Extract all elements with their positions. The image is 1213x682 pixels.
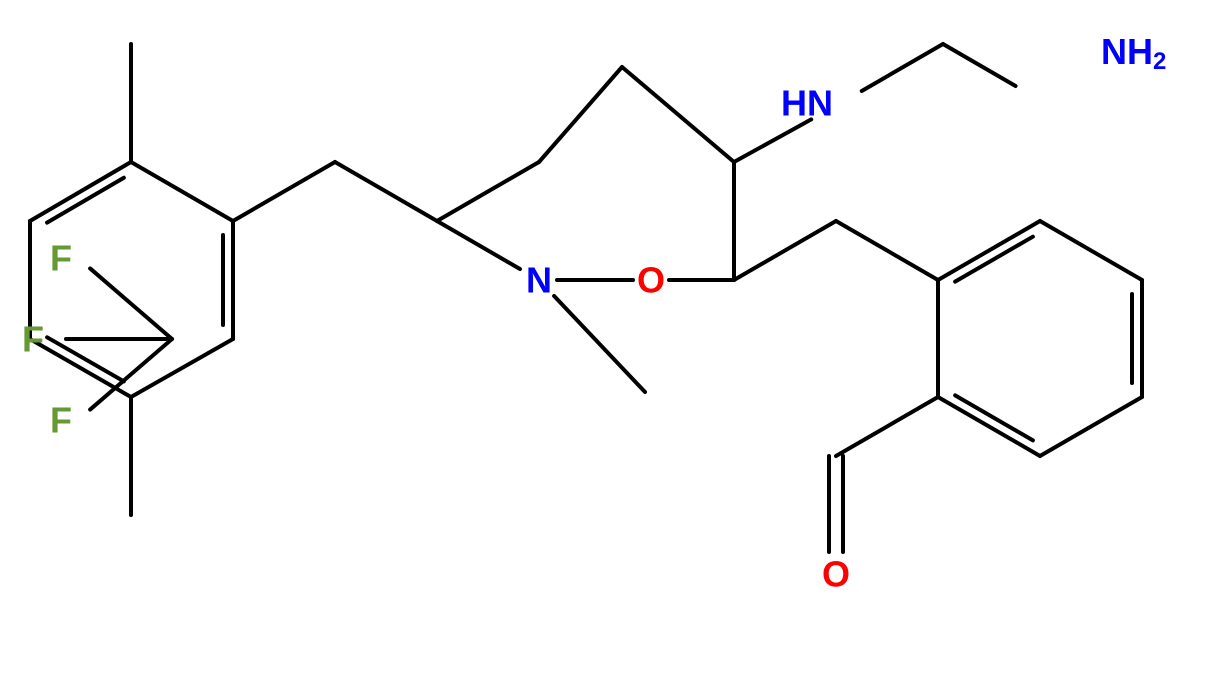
svg-text:NH2: NH2 bbox=[1101, 31, 1166, 75]
svg-text:HN: HN bbox=[781, 83, 833, 124]
svg-text:N: N bbox=[526, 260, 552, 301]
molecule-diagram: NOOHNNH2FFF bbox=[0, 0, 1213, 682]
svg-text:O: O bbox=[822, 554, 850, 595]
svg-text:F: F bbox=[50, 238, 72, 279]
svg-text:F: F bbox=[50, 400, 72, 441]
svg-text:O: O bbox=[637, 260, 665, 301]
svg-text:F: F bbox=[22, 319, 44, 360]
